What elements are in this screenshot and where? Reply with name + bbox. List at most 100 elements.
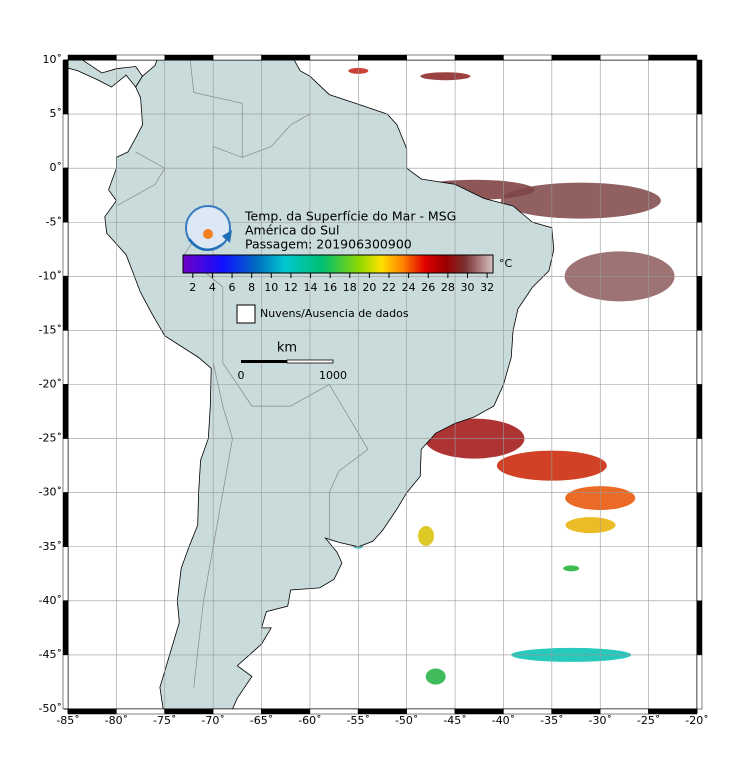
colorbar-label: 4 [209,281,216,294]
frame-bar [62,222,69,277]
frame-bar [261,54,311,61]
frame-bar [696,492,703,547]
colorbar-label: 10 [264,281,278,294]
title-line: Passagem: 201906300900 [245,237,412,252]
lat-label: -35˚ [39,540,62,553]
colorbar-label: 6 [229,281,236,294]
colorbar-label: 8 [248,281,255,294]
colorbar-label: 2 [189,281,196,294]
lat-label: -20˚ [39,378,62,391]
frame-bar [599,54,649,61]
lon-label: -20˚ [685,714,708,727]
lat-label: -15˚ [39,323,62,336]
frame-bar [696,167,703,223]
lat-label: 5˚ [50,107,63,120]
scale-label: 1000 [319,369,347,382]
lon-label: -65˚ [250,714,273,727]
frame-bar [62,492,69,547]
frame-bar [696,330,703,385]
frame-bar [67,54,117,61]
scale-unit: km [277,341,297,356]
colorbar-label: 20 [362,281,376,294]
colorbar-label: 24 [402,281,416,294]
frame-bar [62,113,69,169]
frame-bar [648,54,698,61]
frame-bar [551,54,601,61]
colorbar-label: 18 [343,281,357,294]
colorbar-label: 12 [284,281,298,294]
frame-bar [503,54,553,61]
frame-bar [62,654,69,710]
lon-label: -45˚ [443,714,466,727]
lon-label: -80˚ [105,714,128,727]
lon-label: -55˚ [347,714,370,727]
frame-bar [212,54,262,61]
lon-label: -75˚ [153,714,176,727]
lat-label: -10˚ [39,269,62,282]
frame-bar [454,54,504,61]
frame-bar [62,546,69,602]
frame-bar [62,59,69,115]
lon-label: -35˚ [540,714,563,727]
lat-label: -40˚ [39,594,62,607]
sst-patch [420,72,471,81]
frame-bar [696,654,703,710]
sst-patch [425,668,446,685]
frame-bar [696,384,703,439]
frame-bar [696,59,703,115]
lon-label: -70˚ [201,714,224,727]
frame-bar [62,330,69,385]
frame-bar [696,546,703,602]
frame-bar [696,438,703,493]
lon-label: -25˚ [637,714,660,727]
colorbar-label: 22 [382,281,396,294]
colorbar-label: 14 [304,281,318,294]
frame-bar [309,54,359,61]
colorbar-label: 30 [460,281,474,294]
frame-bar [62,276,69,331]
frame-bar [696,276,703,331]
lon-label: -30˚ [588,714,611,727]
lat-label: 10˚ [43,53,63,66]
lon-label: -50˚ [395,714,418,727]
border [183,60,369,542]
frame-bar [62,600,69,656]
frame-bar [406,54,456,61]
scale-label: 0 [238,369,245,382]
colorbar-unit: °C [499,257,513,270]
border [242,113,311,158]
scale-bar-segment [286,359,334,364]
frame-bar [62,438,69,493]
sst-patch [565,517,616,534]
lat-label: -45˚ [39,648,62,661]
title-line: América do Sul [245,223,339,238]
frame-bar [696,113,703,169]
colorbar-label: 16 [323,281,337,294]
lon-label: -60˚ [298,714,321,727]
frame-bar [116,54,166,61]
colorbar-label: 28 [441,281,455,294]
colorbar-label: 26 [421,281,435,294]
border [116,151,166,207]
lat-label: -25˚ [39,432,62,445]
sst-patch [500,182,661,219]
border [193,362,233,688]
sst-patch [418,525,435,546]
title-line: Temp. da Superfície do Mar - MSG [244,209,456,224]
colorbar [182,254,494,274]
lat-label: -50˚ [39,702,62,715]
frame-bar [696,600,703,656]
sst-patch [563,565,580,572]
frame-bar [358,54,407,61]
lat-label: -30˚ [39,486,62,499]
colorbar-label: 32 [480,281,494,294]
frame-bar [62,167,69,223]
frame-bar [696,222,703,277]
logo-dot [203,229,213,239]
lat-label: -5˚ [46,215,62,228]
legend-label: Nuvens/Ausencia de dados [260,307,409,320]
land [68,60,143,88]
frame-bar [62,384,69,439]
legend-swatch [236,304,256,324]
